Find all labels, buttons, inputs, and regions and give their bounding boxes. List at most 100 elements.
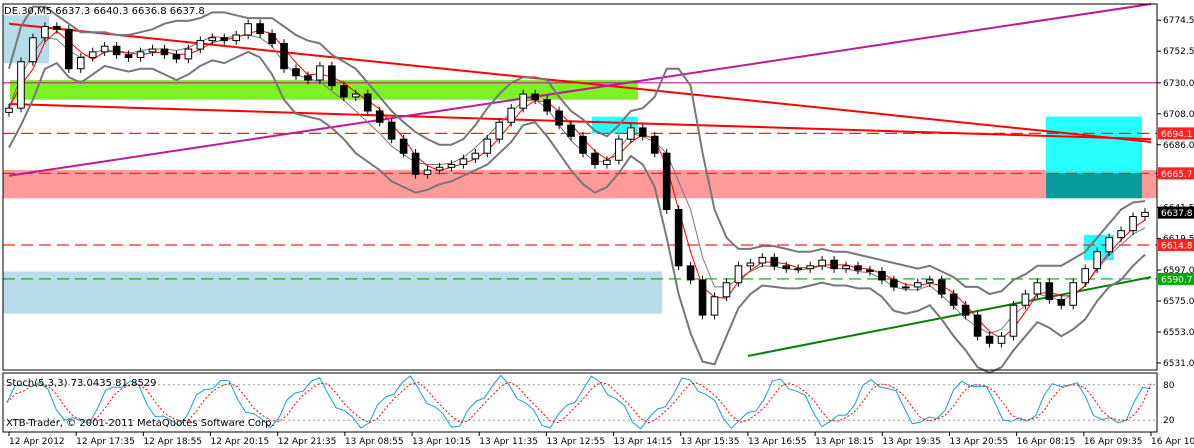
candle-body [435, 166, 444, 171]
price-tick-label: 6531.0 [1163, 359, 1194, 369]
symbol-header: DE.30,M5 6637.3 6640.3 6636.8 6637.8 [4, 6, 205, 17]
resistance-zone [3, 170, 1157, 199]
candle-body [686, 265, 695, 281]
candle-body [280, 42, 288, 70]
candle-body [1057, 299, 1066, 306]
price-label: 6665.7 [1161, 170, 1193, 180]
overlap-zone [1046, 173, 1142, 199]
price-tick-label: 6597.0 [1163, 266, 1194, 276]
candle-body [399, 138, 408, 154]
candle-body [1129, 216, 1137, 232]
price-tick-label: 6686.0 [1163, 141, 1194, 151]
candle-body [268, 33, 276, 44]
candle-body [124, 54, 133, 58]
candle-body [1069, 282, 1078, 306]
candle-body [88, 51, 97, 58]
time-axis: 12 Apr 2012 12 Apr 17:35 12 Apr 18:55 12 Ap… [8, 432, 1194, 447]
price-tick-label: 6553.0 [1163, 328, 1194, 338]
candle-body [1093, 251, 1101, 270]
price-tick-label: 6730.0 [1163, 79, 1194, 89]
candle-body [363, 93, 372, 112]
candle-body [471, 152, 480, 160]
time-tick-label: 13 Apr 16:55 [748, 437, 807, 447]
candle-body [650, 135, 659, 154]
stochastic-level-label: 80 [1163, 381, 1175, 391]
price-label-box [1158, 127, 1194, 140]
candle-body [878, 270, 886, 281]
candle-body [913, 282, 922, 288]
candle-body [483, 138, 492, 154]
candle-body [627, 127, 635, 140]
candle-body [734, 265, 743, 284]
price-label: 6590.7 [1161, 275, 1193, 285]
candle-body [447, 163, 456, 168]
price-label: 6694.1 [1161, 130, 1193, 140]
candle-body [519, 93, 527, 109]
candle-body [148, 48, 157, 53]
price-label: 6637.8 [1161, 209, 1193, 219]
candle-body [423, 169, 432, 175]
candle-body [997, 335, 1006, 344]
candle-body [615, 138, 623, 161]
candle-body [387, 121, 396, 140]
candle-body [949, 293, 958, 306]
candle-body [710, 296, 719, 316]
support-zone [3, 271, 662, 314]
candle-body [1021, 293, 1030, 306]
candle-body [232, 34, 241, 42]
candle-body [340, 85, 348, 98]
candle-body [854, 265, 862, 271]
candle-body [638, 127, 647, 137]
time-tick-label: 13 Apr 08:55 [345, 437, 404, 447]
candle-body [818, 259, 826, 267]
candle-body [495, 121, 504, 140]
candle-body [316, 65, 324, 81]
early-cyan-box [3, 15, 49, 64]
candle-body [53, 26, 61, 30]
candle-body [1081, 268, 1090, 284]
candle-body [902, 286, 910, 289]
price-label-box [1158, 272, 1194, 285]
candle-body [531, 93, 539, 101]
time-tick-label: 16 Apr 10:55 [1151, 437, 1194, 447]
candle-body [1141, 211, 1149, 218]
stochastic-level-label: 20 [1163, 416, 1175, 426]
candle-body [866, 269, 874, 272]
candle-body [674, 209, 683, 267]
candle-body [890, 279, 898, 288]
candle-body [136, 51, 145, 58]
stochastic-signal [6, 381, 1152, 424]
candle-body [459, 158, 468, 165]
candle-body [794, 268, 803, 271]
time-tick-label: 12 Apr 20:15 [211, 437, 270, 447]
price-label-box [1158, 206, 1194, 219]
time-tick-label: 16 Apr 09:35 [1084, 437, 1143, 447]
trendline-3 [747, 276, 1152, 357]
candle-body [76, 56, 85, 70]
candle-body [184, 48, 193, 60]
candle-body [961, 304, 970, 316]
time-tick-label: 12 Apr 2012 [9, 437, 65, 447]
candle-body [29, 37, 37, 63]
candle-body [806, 265, 814, 270]
candle-body [328, 65, 336, 87]
mid-cyan-box [592, 116, 638, 134]
bollinger-upper [8, 5, 1146, 296]
stochastic-plot-border [2, 372, 1158, 433]
candle-body [172, 54, 181, 60]
candle-body [698, 279, 707, 316]
candle-body [543, 99, 551, 112]
stochastic-main [6, 374, 1152, 430]
green-zone [10, 80, 638, 100]
plot-frame [2, 3, 1158, 433]
price-tick-label: 6774.5 [1163, 16, 1194, 26]
candle-body [64, 28, 73, 70]
price-tick-label: 6708.0 [1163, 110, 1194, 120]
time-tick-label: 13 Apr 20:55 [949, 437, 1008, 447]
stochastic-label: Stoch(5,3,3) 73.0435 81.8529 [6, 378, 157, 389]
candle-body [256, 23, 264, 35]
time-tick-label: 12 Apr 21:35 [278, 437, 337, 447]
candle-body [782, 265, 791, 270]
candle-body [567, 124, 575, 137]
